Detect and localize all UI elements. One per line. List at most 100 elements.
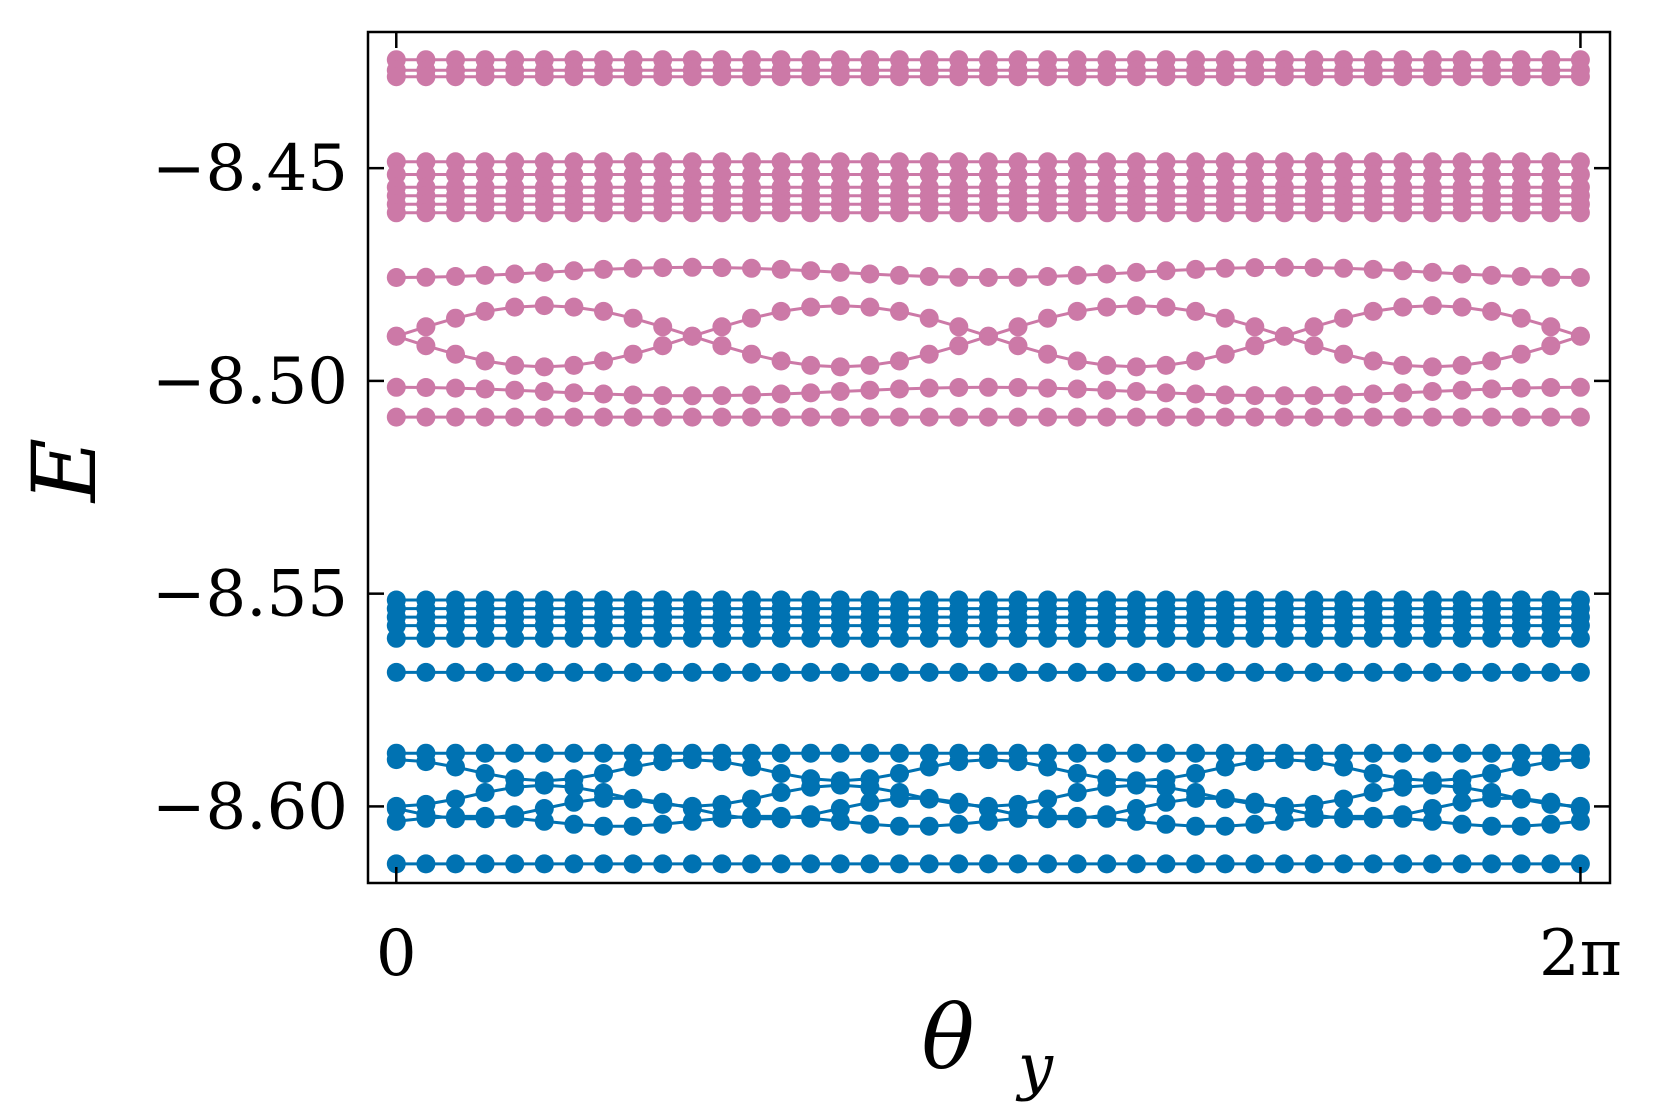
data-point — [534, 854, 554, 874]
data-point — [1067, 407, 1087, 427]
data-point — [1304, 854, 1324, 874]
data-point — [1156, 355, 1176, 375]
data-point — [949, 67, 969, 87]
data-point — [1334, 628, 1354, 648]
data-point — [712, 67, 732, 87]
data-point — [771, 743, 791, 763]
data-point — [919, 788, 939, 808]
data-point — [1422, 811, 1442, 831]
data-point — [919, 407, 939, 427]
data-point — [801, 203, 821, 223]
data-point — [801, 777, 821, 797]
data-point — [682, 203, 702, 223]
data-point — [1422, 67, 1442, 87]
data-point — [682, 257, 702, 277]
data-point — [475, 783, 495, 802]
data-point — [1097, 407, 1117, 427]
data-point — [1334, 308, 1354, 328]
data-point — [830, 262, 850, 282]
data-point — [1393, 67, 1413, 87]
data-point — [386, 377, 406, 397]
data-point — [1245, 203, 1265, 223]
data-point — [978, 268, 998, 287]
data-point — [1334, 67, 1354, 87]
data-point — [386, 750, 406, 770]
data-point — [1482, 854, 1502, 874]
data-point — [1008, 336, 1028, 356]
data-point — [1511, 378, 1531, 398]
data-point — [1482, 265, 1502, 285]
data-point — [1067, 67, 1087, 87]
data-point — [742, 308, 761, 328]
data-point — [949, 854, 969, 874]
data-point — [742, 628, 761, 648]
data-point — [1274, 203, 1294, 223]
data-point — [801, 662, 821, 682]
data-point — [890, 854, 909, 874]
data-point — [949, 203, 969, 223]
data-point — [1541, 792, 1561, 812]
data-point — [682, 750, 702, 770]
data-point — [505, 355, 525, 375]
data-point — [1245, 67, 1265, 87]
data-point — [653, 792, 673, 812]
data-point — [1215, 788, 1235, 808]
data-point — [919, 757, 939, 777]
data-point — [830, 775, 850, 795]
data-point — [771, 628, 791, 648]
data-point — [1215, 385, 1235, 405]
data-point — [801, 67, 821, 87]
data-point — [1245, 628, 1265, 648]
data-point — [1570, 407, 1590, 427]
data-point — [830, 811, 850, 831]
data-point — [1541, 67, 1561, 87]
data-point — [860, 264, 880, 284]
data-point — [1156, 203, 1176, 223]
data-point — [594, 407, 613, 427]
data-point — [475, 628, 495, 648]
data-point — [890, 764, 909, 783]
data-point — [978, 662, 998, 682]
data-point — [1452, 814, 1472, 834]
data-point — [446, 662, 465, 682]
data-point — [742, 203, 761, 223]
data-point — [475, 662, 495, 682]
data-point — [416, 203, 436, 223]
data-point — [712, 662, 732, 682]
data-point — [1422, 775, 1442, 795]
data-point — [564, 407, 584, 427]
data-point — [1067, 351, 1087, 371]
data-point — [1008, 407, 1028, 427]
data-point — [386, 628, 406, 648]
data-point — [1541, 203, 1561, 223]
data-point — [1186, 67, 1206, 87]
data-point — [1511, 743, 1531, 763]
data-point — [534, 628, 554, 648]
data-point — [742, 385, 761, 405]
data-point — [623, 854, 643, 874]
data-point — [860, 777, 880, 797]
data-point — [1570, 662, 1590, 682]
data-point — [978, 750, 998, 770]
data-point — [386, 326, 406, 346]
data-point — [446, 344, 465, 364]
data-point — [534, 203, 554, 223]
data-point — [1126, 262, 1146, 282]
data-point — [1038, 743, 1058, 763]
data-point — [1215, 757, 1235, 777]
data-point — [978, 407, 998, 427]
data-point — [1008, 267, 1028, 287]
data-point — [623, 757, 643, 777]
x-tick-label: 0 — [376, 917, 417, 991]
data-point — [890, 351, 909, 371]
data-point — [653, 628, 673, 648]
data-point — [949, 378, 969, 397]
data-point — [712, 203, 732, 223]
data-point — [1570, 326, 1590, 346]
data-point — [1126, 811, 1146, 831]
data-point — [1482, 351, 1502, 371]
data-point — [505, 264, 525, 284]
data-point — [1334, 757, 1354, 777]
data-point — [534, 296, 554, 316]
